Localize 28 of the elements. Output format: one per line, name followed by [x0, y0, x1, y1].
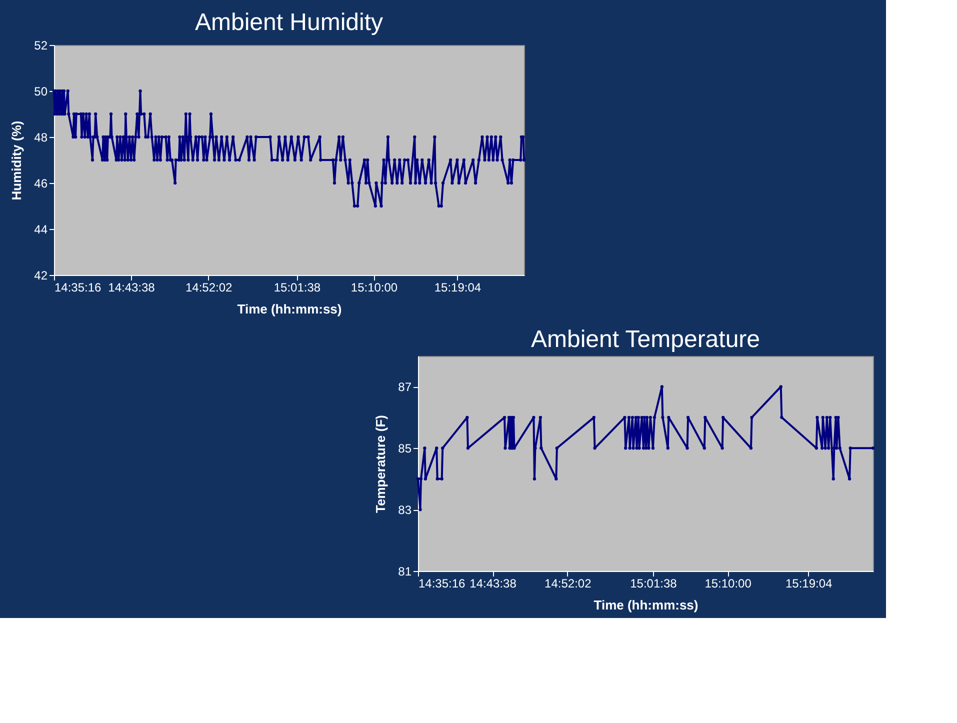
y-tick-label: 85: [398, 442, 412, 456]
y-tick-label: 48: [34, 130, 48, 144]
x-tick-label: 14:52:02: [185, 280, 233, 294]
y-tick-label: 52: [34, 38, 48, 52]
y-tick-label: 46: [34, 176, 48, 190]
x-tick-label: 14:35:16: [54, 280, 102, 294]
x-tick-label: 15:01:38: [274, 280, 321, 294]
x-tick-label: 14:43:38: [470, 576, 517, 590]
chart-title: Ambient Humidity: [194, 9, 384, 36]
x-tick-label: 15:01:38: [630, 576, 678, 590]
y-tick-label: 50: [34, 84, 48, 98]
y-tick-label: 87: [398, 380, 412, 394]
x-axis-title: Time (hh:mm:ss): [594, 598, 698, 612]
x-tick-label: 14:35:16: [418, 576, 466, 590]
y-tick-label: 81: [398, 564, 412, 578]
y-axis-title: Temperature (F): [373, 415, 388, 513]
x-tick-label: 15:19:04: [785, 576, 833, 590]
y-tick-label: 42: [34, 268, 48, 282]
x-tick-label: 15:10:00: [704, 576, 752, 590]
x-tick-label: 15:19:04: [434, 280, 482, 294]
x-axis-title: Time (hh:mm:ss): [237, 302, 342, 316]
x-tick-label: 14:52:02: [544, 576, 592, 590]
y-axis-title: Humidity (%): [9, 120, 24, 200]
y-tick-label: 44: [34, 222, 48, 236]
x-tick-label: 14:43:38: [108, 280, 156, 294]
chart-title: Ambient Temperature: [530, 326, 760, 353]
x-tick-label: 15:10:00: [350, 280, 398, 294]
y-tick-label: 83: [398, 503, 412, 518]
